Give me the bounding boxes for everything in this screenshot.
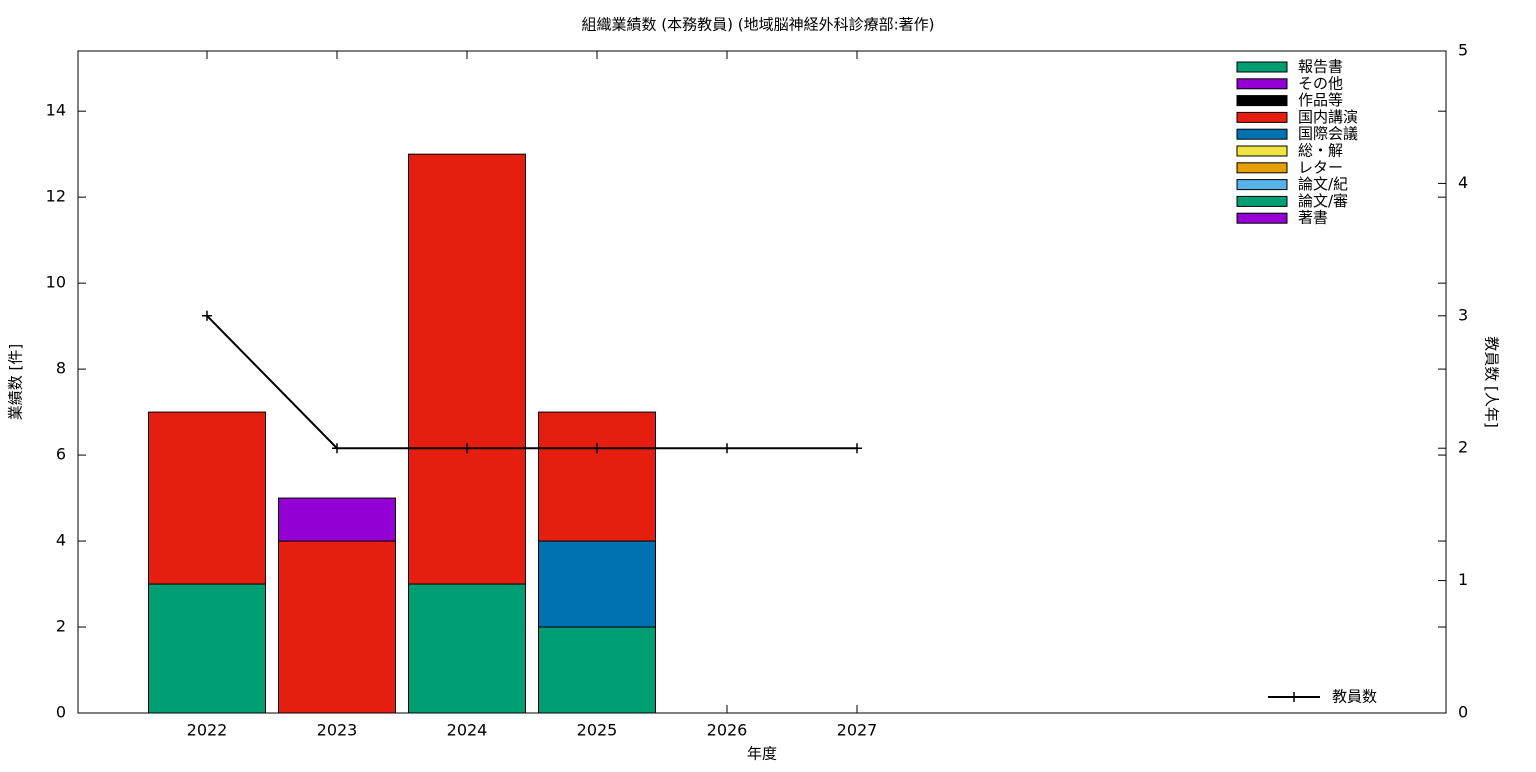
y-tick-label: 14 (46, 101, 66, 120)
bar-segment (148, 411, 266, 585)
x-tick-label: 2024 (447, 721, 488, 740)
x-tick-label: 2025 (577, 721, 618, 740)
legend-swatch (1236, 61, 1288, 73)
x-tick-label: 2022 (187, 721, 228, 740)
bar-segment (538, 411, 656, 542)
line-series (206, 315, 857, 450)
legend-label: 国内講演 (1298, 108, 1358, 126)
y-tick-label: 8 (56, 359, 66, 378)
legend-swatch (1236, 145, 1288, 157)
y-tick-label: 10 (46, 273, 66, 292)
bar-segment (278, 540, 396, 714)
y-axis-label: 業績数 [件] (7, 344, 25, 420)
x-axis-label: 年度 (747, 745, 777, 763)
line-marker (462, 443, 472, 454)
legend-label: その他 (1298, 74, 1343, 92)
x-tick-label: 2023 (317, 721, 358, 740)
legend-label: 国際会議 (1298, 125, 1358, 143)
legend-swatch (1236, 195, 1288, 207)
line-marker (722, 443, 732, 454)
y-tick-label: 2 (56, 617, 66, 636)
legend-swatch (1236, 162, 1288, 174)
bar-segment (148, 583, 266, 714)
y-tick-label: 4 (56, 531, 66, 550)
legend-label: 報告書 (1298, 58, 1343, 76)
chart-title: 組織業績数 (本務教員) (地域脳神経外科診療部:著作) (581, 16, 934, 34)
line-marker (592, 443, 602, 454)
y2-axis-label: 教員数 [人年] (1483, 336, 1501, 427)
y-tick-label: 6 (56, 445, 66, 464)
y2-tick-label: 3 (1458, 305, 1468, 324)
y2-tick-label: 2 (1458, 438, 1468, 457)
line-marker (202, 310, 212, 321)
bar-segment (538, 626, 656, 714)
legend-swatch (1236, 212, 1288, 224)
legend-label: 著書 (1298, 209, 1328, 227)
legend-label: 教員数 (1332, 688, 1377, 706)
line-marker (852, 443, 862, 454)
y-tick-label: 12 (46, 187, 66, 206)
plot-frame (77, 50, 1447, 714)
bar-segment (408, 153, 526, 585)
x-tick-label: 2027 (837, 721, 878, 740)
legend-label: 作品等 (1298, 91, 1343, 109)
legend-marker (1289, 692, 1299, 702)
y2-tick-label: 0 (1458, 703, 1468, 722)
legend-label: 総・解 (1298, 142, 1343, 160)
x-tick-label: 2026 (707, 721, 748, 740)
legend-label: レター (1298, 158, 1343, 176)
legend-label: 論文/審 (1298, 192, 1348, 210)
legend-swatch (1236, 95, 1288, 107)
y-tick-label: 0 (56, 703, 66, 722)
legend-swatch (1236, 179, 1288, 191)
y2-tick-label: 4 (1458, 173, 1468, 192)
legend-swatch (1236, 111, 1288, 123)
bar-segment (278, 497, 396, 542)
bar-segment (538, 540, 656, 628)
bar-segment (408, 583, 526, 714)
legend-label: 論文/紀 (1298, 175, 1348, 193)
legend-swatch (1236, 78, 1288, 90)
y2-tick-label: 5 (1458, 41, 1468, 60)
line-marker (332, 443, 342, 454)
legend-swatch (1236, 128, 1288, 140)
y2-tick-label: 1 (1458, 570, 1468, 589)
